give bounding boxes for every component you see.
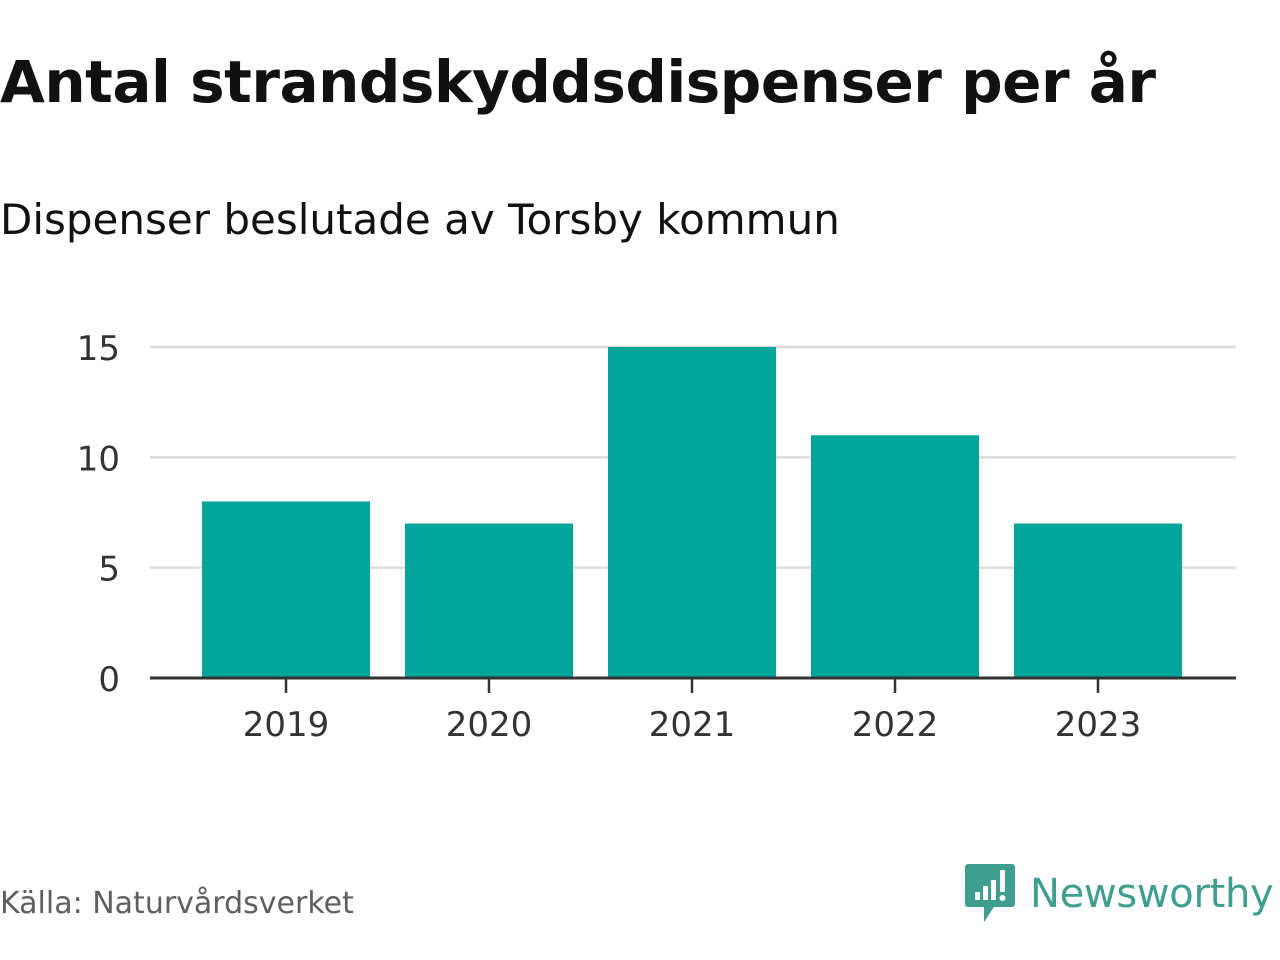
bar-2022 — [811, 435, 979, 678]
bar-chart: 0 5 10 15 2019 2020 2021 2022 2023 — [77, 329, 1236, 745]
x-tick-label-2023: 2023 — [1055, 705, 1142, 745]
brand-name: Newsworthy — [1030, 871, 1274, 917]
chart-title: Antal strandskyddsdispenser per år — [0, 48, 1156, 116]
y-tick-label-5: 5 — [98, 550, 120, 590]
y-tick-label-15: 15 — [77, 329, 120, 369]
brand: Newsworthy — [964, 862, 1274, 926]
x-tick-label-2022: 2022 — [852, 705, 939, 745]
y-axis-tick-labels: 0 5 10 15 — [77, 329, 120, 700]
x-tick-label-2019: 2019 — [243, 705, 330, 745]
x-tick-label-2021: 2021 — [649, 705, 736, 745]
x-axis-tick-labels: 2019 2020 2021 2022 2023 — [243, 705, 1142, 745]
x-tick-label-2020: 2020 — [446, 705, 533, 745]
source-note: Källa: Naturvårdsverket — [0, 886, 354, 921]
x-axis — [150, 676, 1236, 693]
bar-2020 — [405, 523, 573, 678]
bar-2021 — [608, 347, 776, 678]
y-tick-label-10: 10 — [77, 439, 120, 479]
y-tick-label-0: 0 — [98, 660, 120, 700]
bar-2019 — [202, 501, 370, 678]
bar-2023 — [1014, 523, 1182, 678]
newsworthy-logo-icon — [965, 864, 1015, 922]
chart-subtitle: Dispenser beslutade av Torsby kommun — [0, 195, 840, 244]
bars — [202, 347, 1182, 678]
